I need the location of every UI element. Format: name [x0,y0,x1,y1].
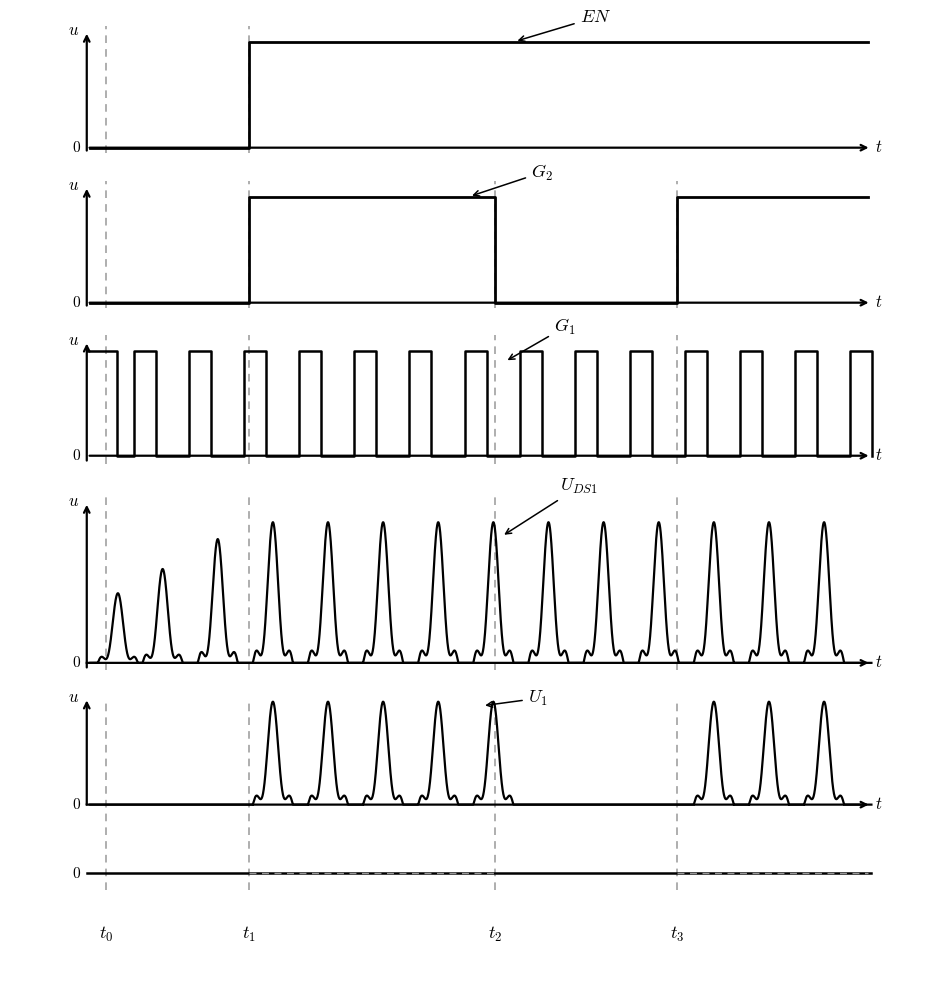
Text: $u$: $u$ [68,493,79,510]
Text: $t_3$: $t_3$ [669,925,683,944]
Text: $U_{DS1}$: $U_{DS1}$ [505,477,597,534]
Text: $u$: $u$ [68,22,79,39]
Text: $t_0$: $t_0$ [99,925,113,944]
Text: $t_1$: $t_1$ [242,925,256,944]
Text: $0$: $0$ [72,295,82,310]
Text: $G_1$: $G_1$ [508,317,575,359]
Text: $EN$: $EN$ [518,8,610,41]
Text: $0$: $0$ [72,797,82,812]
Text: $t$: $t$ [874,139,882,156]
Text: $0$: $0$ [72,140,82,155]
Text: $u$: $u$ [68,332,79,349]
Text: $u$: $u$ [68,689,79,706]
Text: $t$: $t$ [874,796,882,813]
Text: $U_1$: $U_1$ [487,689,547,708]
Text: $t_2$: $t_2$ [488,925,502,944]
Text: $0$: $0$ [72,655,82,670]
Text: $t$: $t$ [874,294,882,311]
Text: $0$: $0$ [72,448,82,463]
Text: $t$: $t$ [874,654,882,671]
Text: $u$: $u$ [68,177,79,194]
Text: $G_2$: $G_2$ [473,162,552,196]
Text: $0$: $0$ [72,866,82,881]
Text: $t$: $t$ [874,447,882,464]
